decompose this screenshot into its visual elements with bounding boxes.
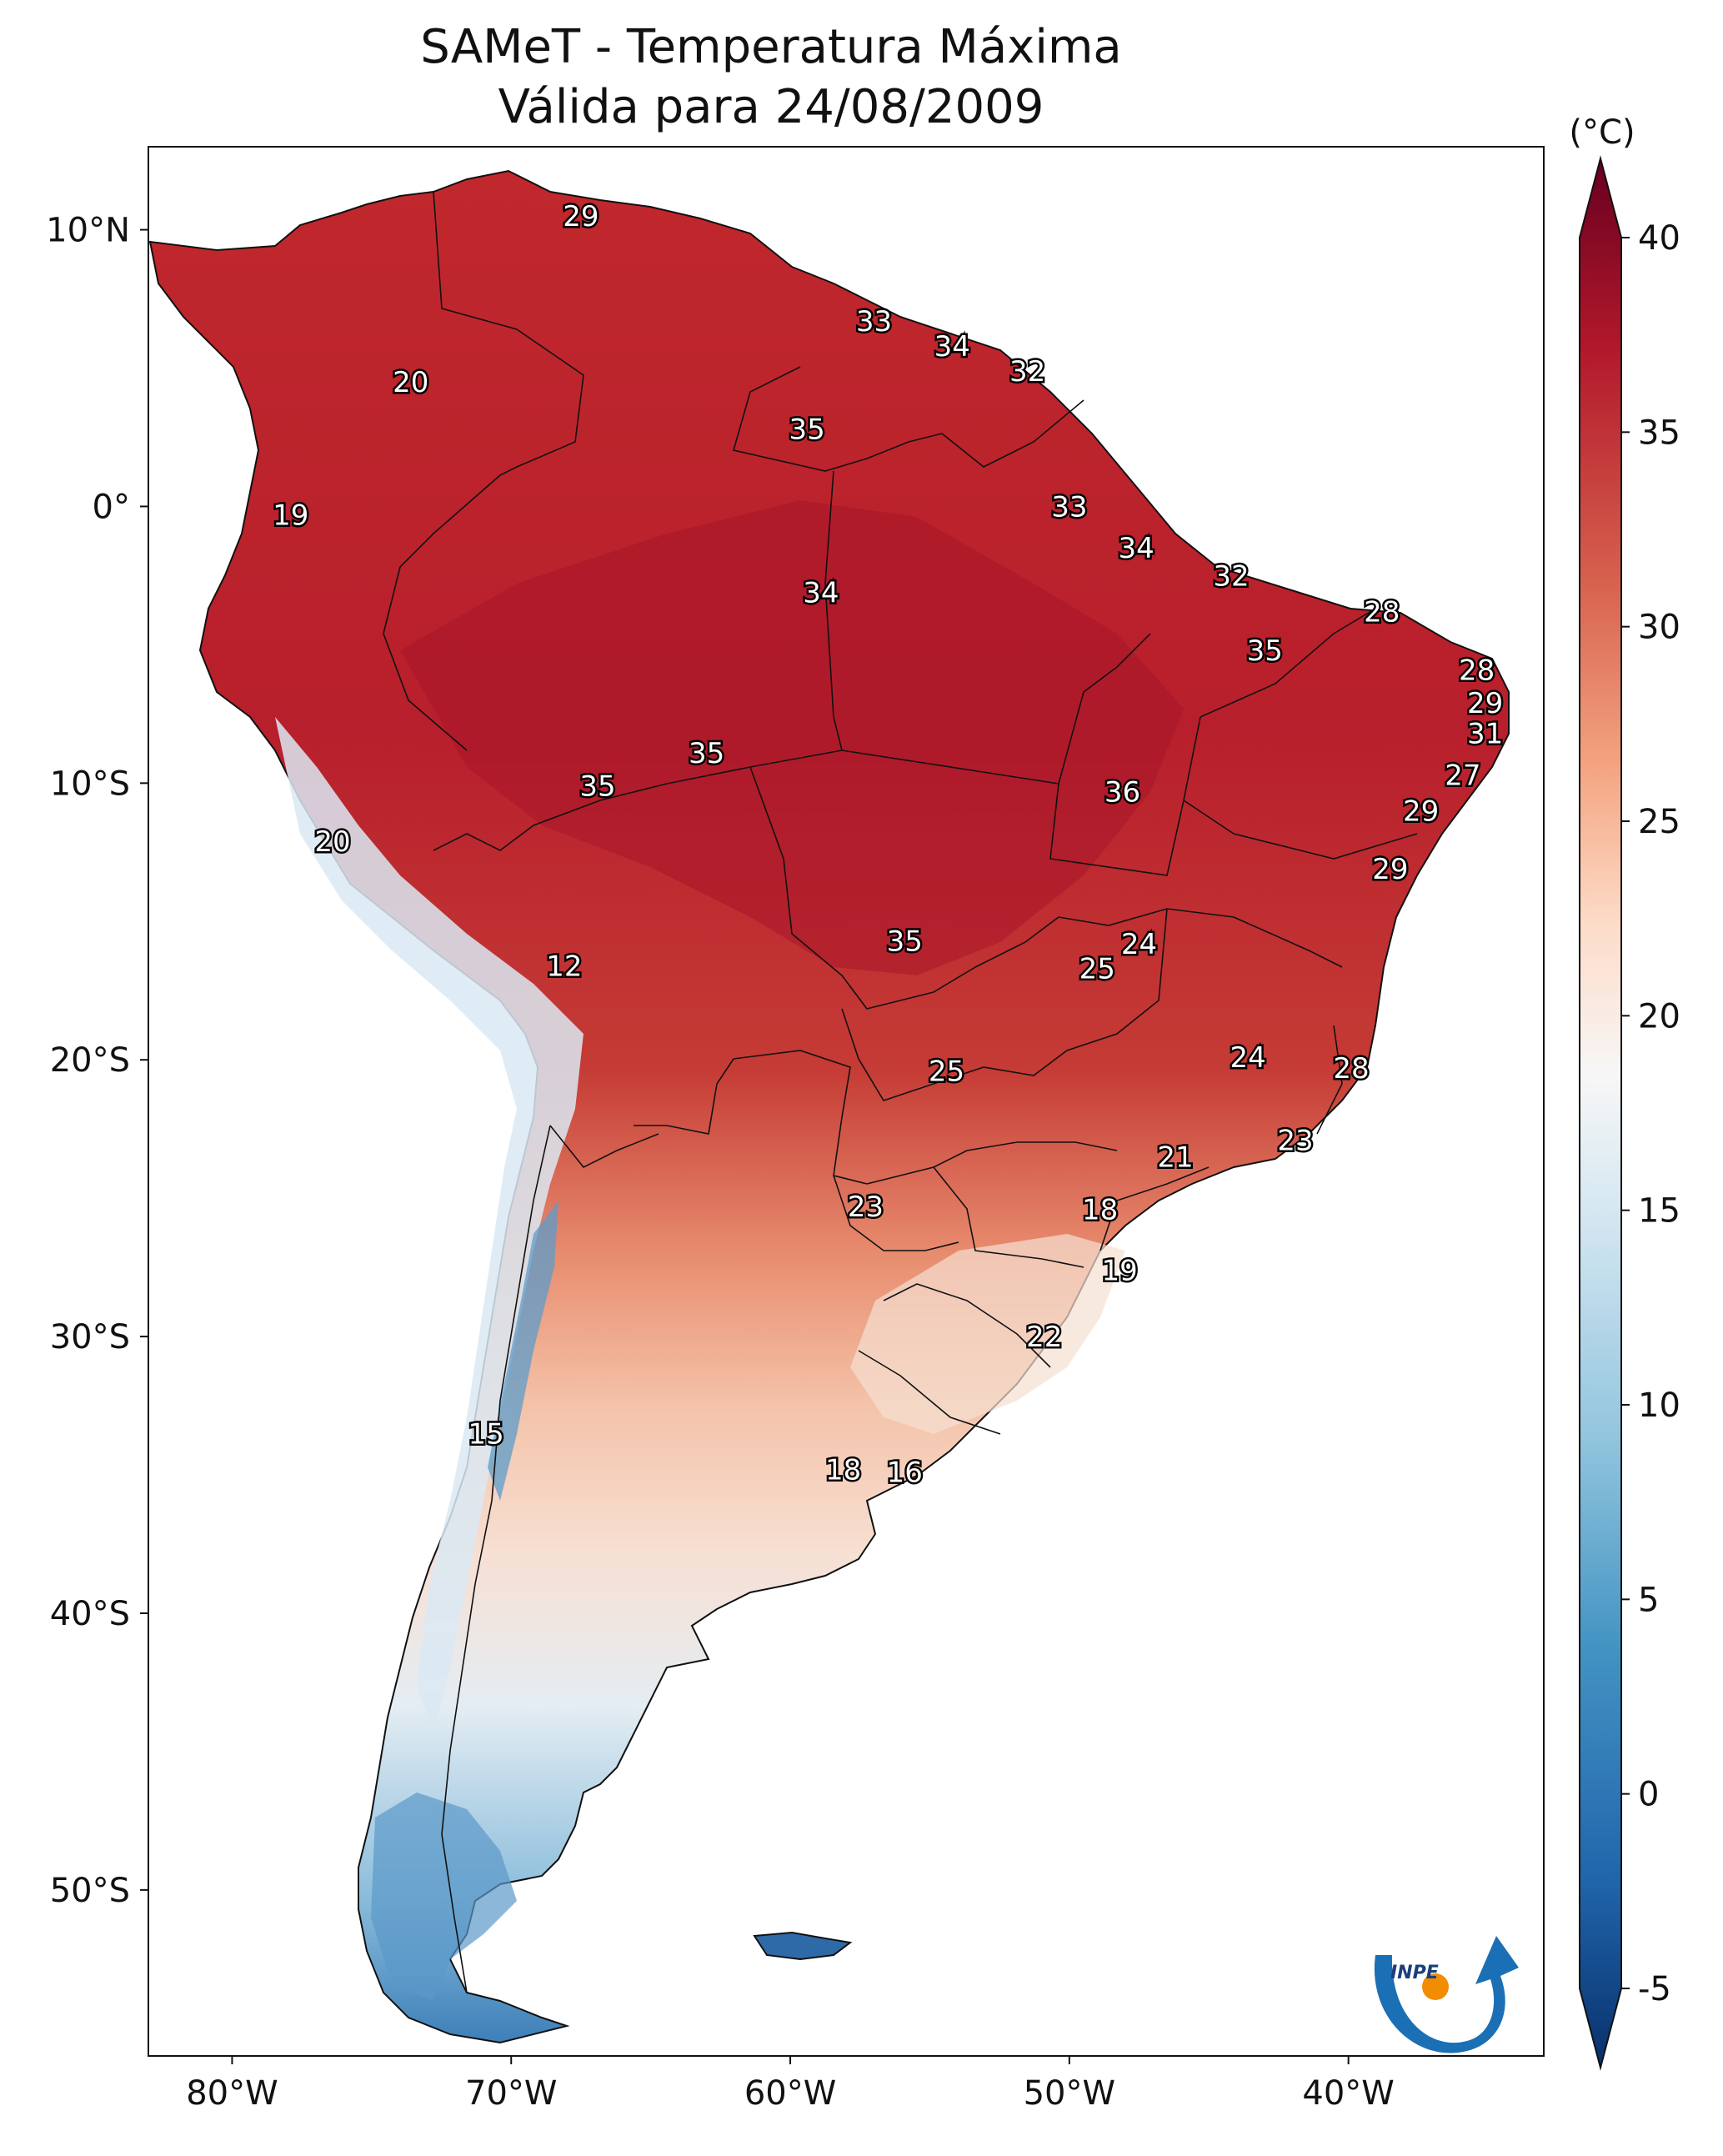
colorbar-tick-label: 35 [1638, 414, 1680, 452]
temperature-value-label: 16 [887, 1457, 923, 1490]
temperature-value-label: 34 [1119, 532, 1155, 565]
inpe-logo-swoosh [1374, 1936, 1519, 2053]
falkland-islands [753, 1931, 853, 1961]
temperature-value-label: 28 [1333, 1052, 1369, 1086]
figure-title: SAMeT - Temperatura Máxima [420, 20, 1122, 74]
colorbar-tick-label: 20 [1638, 997, 1680, 1035]
temperature-value-label: 33 [856, 305, 892, 338]
lon-tick-label: 50°W [1024, 2074, 1115, 2113]
colorbar-body [1579, 155, 1622, 2071]
temperature-value-label: 33 [1051, 490, 1087, 524]
country-borders [383, 191, 1418, 1993]
temperature-value-label: 35 [789, 414, 824, 447]
andes-cool-region [275, 717, 584, 1734]
temperature-value-label: 12 [546, 950, 582, 983]
latitude-axis: 10°N 0° 10°S 20°S 30°S 40°S 50°S [46, 212, 148, 1910]
lat-tick-label: 30°S [50, 1318, 130, 1356]
temperature-value-label: 35 [887, 925, 923, 959]
colorbar-tick-label: 25 [1638, 803, 1680, 841]
temperature-value-label: 27 [1445, 759, 1480, 792]
colorbar-ticks: 40 35 30 25 20 15 10 5 0 -5 [1621, 219, 1680, 2008]
figure-subtitle: Válida para 24/08/2009 [498, 80, 1044, 134]
temperature-value-label: 31 [1467, 718, 1503, 751]
lon-tick-label: 60°W [744, 2074, 836, 2113]
hot-core-region [400, 500, 1184, 975]
lat-tick-label: 0° [93, 488, 130, 526]
lat-tick-label: 10°N [46, 212, 130, 250]
lon-tick-label: 70°W [465, 2074, 557, 2113]
lat-tick-label: 20°S [50, 1041, 130, 1080]
temperature-value-label: 18 [825, 1453, 861, 1487]
lat-tick-label: 40°S [50, 1595, 130, 1633]
inpe-logo-text: INPE [1390, 1963, 1439, 1983]
temperature-value-label: 35 [689, 737, 724, 770]
temperature-value-label: 28 [1364, 596, 1400, 629]
lon-tick-label: 80°W [186, 2074, 278, 2113]
south-america-landmass [148, 169, 1510, 2044]
patagonia-cold-region [371, 1792, 517, 2001]
longitude-axis: 80°W 70°W 60°W 50°W 40°W [186, 2056, 1395, 2113]
temperature-value-label: 19 [273, 499, 308, 532]
temperature-value-label: 24 [1121, 928, 1157, 961]
colorbar-tick-label: 5 [1638, 1581, 1659, 1619]
temperature-value-label: 29 [1467, 687, 1503, 720]
colorbar-tick-label: 0 [1638, 1776, 1659, 1814]
temperature-value-label: 34 [934, 330, 970, 364]
temperature-value-label: 22 [1026, 1321, 1062, 1354]
colorbar: (°C) 40 35 30 25 20 15 10 5 0 -5 [1569, 113, 1680, 2071]
temperature-value-label: 34 [803, 576, 839, 609]
lat-tick-label: 50°S [50, 1872, 130, 1910]
temperature-value-label: 20 [314, 825, 350, 859]
temperature-value-label: 29 [563, 200, 599, 233]
temperature-value-label: 23 [1277, 1124, 1313, 1157]
map-layer [148, 169, 1510, 2044]
temperature-value-label: 29 [1372, 853, 1408, 886]
temperature-value-label: 18 [1082, 1193, 1118, 1226]
temperature-value-label: 24 [1230, 1041, 1265, 1075]
inpe-logo: INPE [1374, 1936, 1519, 2053]
temperature-value-label: 28 [1459, 654, 1495, 687]
colorbar-tick-label: 15 [1638, 1192, 1680, 1231]
temperature-value-label: 32 [1009, 355, 1045, 389]
colorbar-unit: (°C) [1569, 113, 1635, 152]
temperature-value-label: 19 [1101, 1254, 1137, 1287]
inpe-logo-sun [1422, 1973, 1449, 2000]
temperature-value-label: 25 [1079, 953, 1115, 986]
temperature-value-label: 35 [1247, 634, 1283, 668]
temperature-value-label: 15 [468, 1417, 503, 1451]
temperature-value-label: 32 [1213, 559, 1249, 593]
colorbar-tick-label: 10 [1638, 1386, 1680, 1425]
map-frame [148, 146, 1545, 2057]
colorbar-tick-label: -5 [1638, 1970, 1671, 2008]
lat-tick-label: 10°S [50, 765, 130, 803]
temperature-value-label: 20 [393, 366, 428, 399]
temperature-value-label: 36 [1104, 775, 1140, 809]
temperature-value-label: 29 [1403, 795, 1439, 829]
lon-tick-label: 40°W [1302, 2074, 1394, 2113]
central-andes-cold-region [488, 1201, 558, 1501]
colorbar-tick-label: 30 [1638, 609, 1680, 647]
temperature-value-label: 35 [579, 770, 615, 804]
colorbar-tick-label: 40 [1638, 219, 1680, 258]
temperature-value-label: 23 [848, 1191, 884, 1224]
temperature-value-label: 25 [929, 1055, 964, 1088]
temperature-value-label: 21 [1157, 1141, 1193, 1174]
